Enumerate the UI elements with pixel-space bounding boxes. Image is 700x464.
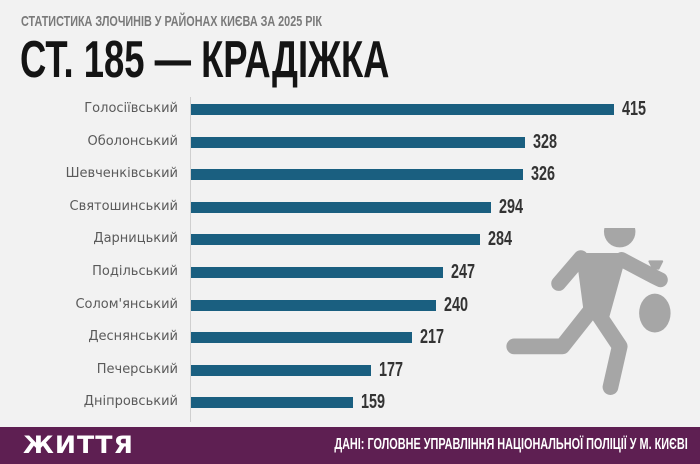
bar (191, 267, 443, 278)
bar (191, 397, 353, 409)
bar-row: Подільський 247 (0, 261, 700, 283)
value-label: 326 (531, 163, 556, 186)
bar-row: Оболонський 328 (0, 131, 700, 153)
category-label: Печерський (96, 361, 178, 377)
category-label: Оболонський (87, 133, 178, 149)
value-label: 284 (488, 228, 513, 251)
bar (191, 104, 614, 115)
bar (191, 201, 491, 213)
value-label: 159 (361, 391, 386, 414)
bar-row: Дніпровський 159 (0, 391, 700, 413)
category-label: Дарницький (93, 231, 178, 247)
value-label: 177 (379, 358, 404, 381)
value-label: 240 (444, 293, 469, 316)
running-thief-with-money-bag-icon (506, 228, 671, 395)
category-label: Голосіївський (84, 101, 178, 116)
category-label: Подільський (92, 264, 178, 279)
bar (191, 234, 480, 246)
data-source: ДАНІ: ГОЛОВНЕ УПРАВЛІННЯ НАЦІОНАЛЬНОЇ ПО… (334, 436, 688, 453)
chart-subtitle: СТАТИСТИКА ЗЛОЧИНІВ У РАЙОНАХ КИЄВА ЗА 2… (21, 13, 323, 30)
category-label: Солом'янський (75, 296, 178, 312)
bar (191, 169, 523, 181)
bar-row: Солом'янський 240 (0, 294, 700, 316)
bar-row: Голосіївський 415 (0, 98, 700, 120)
bar (191, 364, 371, 376)
bar (191, 299, 436, 311)
bar-row: Шевченківський 326 (0, 163, 700, 185)
value-label: 415 (622, 98, 647, 120)
value-label: 217 (420, 326, 445, 349)
bar (191, 136, 525, 148)
bar-row: Святошинський 294 (0, 196, 700, 218)
brand-logo: ЖИТТЯ (23, 431, 134, 459)
y-axis-line (190, 97, 191, 422)
category-label: Деснянський (88, 329, 178, 345)
bar-row: Дарницький 284 (0, 228, 700, 250)
bar-row: Печерський 177 (0, 359, 700, 381)
chart-title: СТ. 185 — КРАДІЖКА (20, 31, 390, 89)
value-label: 294 (499, 195, 524, 218)
category-label: Дніпровський (83, 394, 178, 410)
footer-bar: ЖИТТЯ ДАНІ: ГОЛОВНЕ УПРАВЛІННЯ НАЦІОНАЛЬ… (0, 427, 700, 464)
bar (191, 332, 412, 344)
value-label: 328 (533, 130, 558, 153)
value-label: 247 (451, 261, 476, 283)
bar-row: Деснянський 217 (0, 326, 700, 348)
category-label: Шевченківський (65, 166, 178, 182)
category-label: Святошинський (69, 198, 179, 214)
